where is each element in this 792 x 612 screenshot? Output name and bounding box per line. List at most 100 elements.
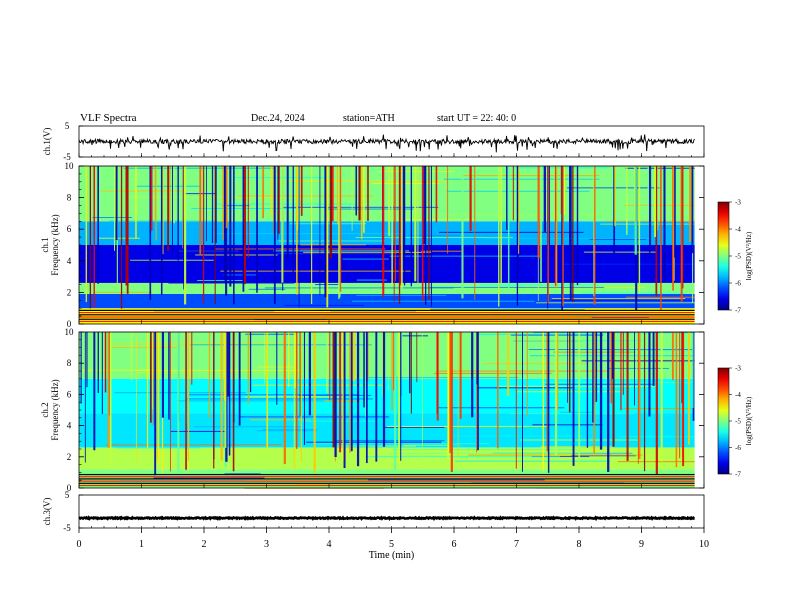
sferic-streak	[264, 332, 266, 384]
sferic-streak	[153, 332, 155, 426]
sferic-streak	[135, 332, 137, 462]
sferic-streak	[211, 166, 214, 244]
sferic-streak	[522, 332, 523, 472]
sferic-streak	[220, 332, 223, 461]
sferic-streak	[547, 332, 550, 473]
ch2-spectrogram-colorbar-label: log(PSD)(V²/Hz)	[745, 396, 753, 445]
sferic-streak	[500, 166, 502, 283]
speckle	[324, 208, 414, 210]
sferic-streak	[162, 166, 164, 255]
sferic-streak	[155, 166, 157, 241]
sferic-streak	[474, 166, 476, 221]
ch1-waveform-ylabel: ch.1(V)	[42, 128, 52, 156]
sferic-streak	[365, 332, 367, 417]
speckle	[262, 428, 318, 430]
sferic-streak	[300, 332, 302, 462]
ch2-spectrogram-panel	[78, 331, 732, 489]
colorbar-tick-label: -3	[735, 365, 741, 373]
sferic-streak	[213, 332, 215, 469]
sferic-streak	[561, 166, 563, 311]
sferic-streak	[367, 166, 369, 221]
y-tick-label: 4	[67, 421, 72, 431]
sferic-streak	[638, 332, 641, 459]
speckle	[356, 279, 387, 281]
sferic-streak	[343, 332, 346, 469]
sferic-streak	[363, 166, 365, 233]
speckle	[528, 349, 693, 351]
sferic-streak	[184, 166, 187, 305]
ch3-waveform-ylabel: ch.3(V)	[42, 498, 52, 526]
ch2-spectrogram-colorbar	[717, 367, 730, 475]
speckle	[372, 455, 558, 457]
speckle	[439, 231, 584, 233]
speckle	[566, 187, 660, 189]
speckle	[531, 456, 590, 458]
sferic-streak	[232, 332, 235, 472]
sferic-streak	[243, 166, 247, 285]
sferic-streak	[154, 332, 157, 476]
lf-line	[79, 473, 695, 476]
sferic-streak	[223, 166, 226, 281]
speckle	[176, 250, 248, 252]
sferic-streak	[205, 166, 207, 242]
date-label: Dec.24, 2024	[251, 113, 305, 124]
speckle	[434, 372, 552, 374]
speckle	[438, 407, 565, 409]
sferic-streak	[199, 166, 202, 256]
sferic-streak	[400, 332, 402, 461]
sferic-streak	[692, 332, 694, 409]
speckle	[571, 455, 636, 457]
sferic-streak	[187, 332, 189, 461]
speckle	[283, 206, 439, 208]
sferic-streak	[277, 166, 280, 234]
speckle	[355, 236, 513, 238]
y-tick-label: 2	[67, 287, 72, 297]
sferic-streak	[663, 166, 666, 281]
speckle	[145, 208, 291, 210]
speckle	[224, 473, 261, 475]
speckle	[93, 291, 152, 293]
sferic-streak	[410, 166, 413, 287]
x-tick-label: 7	[514, 539, 519, 550]
sferic-streak	[126, 166, 129, 294]
sferic-streak	[691, 166, 694, 254]
sferic-streak	[391, 332, 393, 411]
sferic-streak	[611, 332, 614, 379]
sferic-streak	[471, 332, 474, 418]
sferic-streak	[161, 332, 164, 418]
sferic-streak	[339, 332, 342, 453]
x-axis-label: Time (min)	[369, 550, 414, 561]
lf-line	[79, 311, 695, 314]
speckle	[284, 304, 365, 306]
ch3-waveform-panel	[78, 494, 705, 529]
sferic-streak	[382, 166, 385, 297]
sferic-streak	[403, 166, 406, 286]
sferic-streak	[334, 332, 337, 458]
ch1-spectrogram-ylabel-frequency: Frequency (kHz)	[50, 214, 60, 275]
sferic-streak	[292, 166, 294, 282]
ch1-spectrogram-colorbar-label: log(PSD)(V²/Hz)	[745, 231, 753, 280]
lf-line	[79, 320, 695, 323]
sferic-streak	[643, 332, 646, 472]
sferic-streak	[276, 332, 278, 405]
sferic-streak	[610, 332, 612, 404]
sferic-streak	[526, 332, 528, 417]
speckle	[114, 392, 247, 394]
speckle	[356, 294, 447, 296]
speckle	[510, 186, 544, 188]
y-tick-label: -5	[63, 523, 71, 533]
sferic-streak	[86, 332, 88, 388]
sferic-streak	[247, 332, 249, 404]
sferic-streak	[655, 332, 658, 475]
sferic-streak	[652, 332, 655, 386]
sferic-streak	[109, 332, 112, 467]
sferic-streak	[672, 166, 675, 291]
sferic-streak	[130, 332, 133, 380]
speckle	[231, 334, 395, 336]
station-label: station=ATH	[343, 113, 395, 124]
speckle	[378, 171, 455, 173]
sferic-streak	[402, 166, 405, 260]
speckle	[622, 407, 695, 409]
speckle	[220, 270, 412, 272]
speckle	[300, 244, 366, 246]
